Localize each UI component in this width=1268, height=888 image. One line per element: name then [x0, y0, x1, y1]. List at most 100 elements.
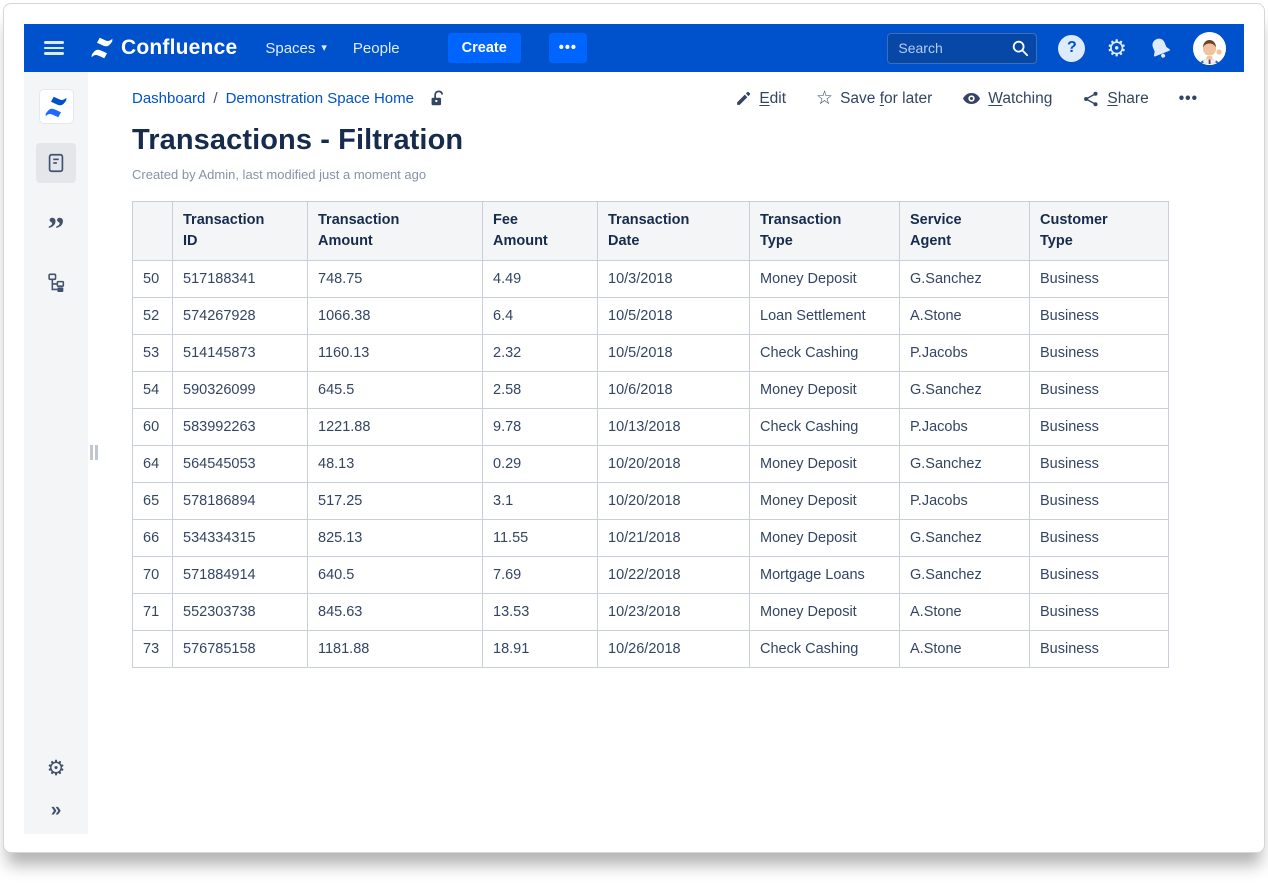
- table-cell: 640.5: [308, 557, 483, 594]
- table-cell: 3.1: [483, 483, 598, 520]
- table-cell: Mortgage Loans: [750, 557, 900, 594]
- table-cell: 10/13/2018: [598, 409, 750, 446]
- table-cell: 10/22/2018: [598, 557, 750, 594]
- table-cell: 10/3/2018: [598, 261, 750, 298]
- watching-button[interactable]: Watching: [962, 89, 1052, 108]
- table-cell: G.Sanchez: [900, 446, 1030, 483]
- table-cell: 10/6/2018: [598, 372, 750, 409]
- app-window: Confluence Spaces ▾ People Create •••: [3, 3, 1265, 853]
- table-cell: Business: [1030, 261, 1169, 298]
- table-cell: Business: [1030, 594, 1169, 631]
- space-settings-gear-icon[interactable]: ⚙: [47, 758, 66, 779]
- table-row: 605839922631221.889.7810/13/2018Check Ca…: [133, 409, 1169, 446]
- breadcrumb-dashboard[interactable]: Dashboard: [132, 90, 205, 107]
- unrestricted-lock-icon[interactable]: [428, 89, 447, 108]
- page-more-button[interactable]: •••: [1179, 90, 1198, 108]
- column-header: Fee Amount: [483, 202, 598, 261]
- menu-icon[interactable]: [44, 41, 64, 55]
- table-cell: 748.75: [308, 261, 483, 298]
- sidebar-expand-icon[interactable]: »: [51, 801, 62, 820]
- brand-name: Confluence: [121, 36, 237, 60]
- create-more-button[interactable]: •••: [549, 33, 587, 63]
- column-header: [133, 202, 173, 261]
- table-cell: 73: [133, 631, 173, 668]
- sidebar: ” ⚙ »: [24, 72, 88, 834]
- table-cell: 71: [133, 594, 173, 631]
- table-cell: 10/5/2018: [598, 335, 750, 372]
- save-for-later-button[interactable]: ☆ Save for later: [816, 89, 932, 108]
- breadcrumb-space-home[interactable]: Demonstration Space Home: [226, 90, 414, 107]
- table-cell: Business: [1030, 335, 1169, 372]
- table-cell: 10/21/2018: [598, 520, 750, 557]
- page-actions: Edit ☆ Save for later W: [735, 89, 1198, 108]
- table-cell: 64: [133, 446, 173, 483]
- top-navbar: Confluence Spaces ▾ People Create •••: [24, 24, 1244, 72]
- table-row: 66534334315825.1311.5510/21/2018Money De…: [133, 520, 1169, 557]
- table-cell: 53: [133, 335, 173, 372]
- sidebar-resize-handle[interactable]: [90, 445, 98, 460]
- edit-button[interactable]: Edit: [735, 90, 786, 108]
- table-cell: 1221.88: [308, 409, 483, 446]
- table-cell: G.Sanchez: [900, 372, 1030, 409]
- table-cell: Money Deposit: [750, 594, 900, 631]
- nav-people[interactable]: People: [353, 40, 400, 57]
- table-cell: Check Cashing: [750, 409, 900, 446]
- sidebar-item-pages[interactable]: [36, 143, 76, 183]
- pencil-icon: [735, 90, 752, 107]
- table-cell: 11.55: [483, 520, 598, 557]
- table-cell: 54: [133, 372, 173, 409]
- space-logo[interactable]: [40, 90, 73, 123]
- table-cell: 1066.38: [308, 298, 483, 335]
- sidebar-item-blog[interactable]: ”: [36, 203, 76, 243]
- table-cell: 48.13: [308, 446, 483, 483]
- share-button[interactable]: Share: [1082, 90, 1148, 108]
- table-cell: 9.78: [483, 409, 598, 446]
- chevron-down-icon: ▾: [321, 43, 327, 54]
- table-cell: 10/20/2018: [598, 446, 750, 483]
- star-icon: ☆: [816, 89, 833, 108]
- table-cell: 578186894: [173, 483, 308, 520]
- user-avatar[interactable]: [1193, 32, 1226, 65]
- table-cell: P.Jacobs: [900, 483, 1030, 520]
- table-cell: Money Deposit: [750, 261, 900, 298]
- table-cell: 574267928: [173, 298, 308, 335]
- search-icon[interactable]: [1011, 39, 1029, 57]
- column-header: Customer Type: [1030, 202, 1169, 261]
- avatar-image: [1193, 32, 1226, 65]
- table-cell: 6.4: [483, 298, 598, 335]
- table-cell: Business: [1030, 557, 1169, 594]
- page-document-icon: [45, 152, 67, 174]
- breadcrumb-separator: /: [213, 90, 217, 107]
- confluence-home-link[interactable]: Confluence: [90, 36, 237, 60]
- settings-gear-icon[interactable]: ⚙: [1106, 37, 1127, 60]
- table-cell: P.Jacobs: [900, 335, 1030, 372]
- table-cell: Check Cashing: [750, 631, 900, 668]
- transactions-table: Transaction IDTransaction AmountFee Amou…: [132, 201, 1169, 668]
- confluence-logo-icon: [90, 36, 114, 60]
- table-cell: 645.5: [308, 372, 483, 409]
- share-icon: [1082, 90, 1100, 108]
- table-row: 735767851581181.8818.9110/26/2018Check C…: [133, 631, 1169, 668]
- table-cell: 2.58: [483, 372, 598, 409]
- table-row: 50517188341748.754.4910/3/2018Money Depo…: [133, 261, 1169, 298]
- table-row: 535141458731160.132.3210/5/2018Check Cas…: [133, 335, 1169, 372]
- table-cell: 13.53: [483, 594, 598, 631]
- table-cell: G.Sanchez: [900, 520, 1030, 557]
- page-title: Transactions - Filtration: [132, 124, 1198, 157]
- table-cell: 564545053: [173, 446, 308, 483]
- table-row: 65578186894517.253.110/20/2018Money Depo…: [133, 483, 1169, 520]
- table-cell: 825.13: [308, 520, 483, 557]
- create-button[interactable]: Create: [448, 33, 521, 63]
- table-cell: 517.25: [308, 483, 483, 520]
- table-cell: Money Deposit: [750, 483, 900, 520]
- table-cell: 65: [133, 483, 173, 520]
- notifications-bell-icon[interactable]: [1144, 32, 1175, 63]
- table-cell: Business: [1030, 409, 1169, 446]
- table-cell: A.Stone: [900, 631, 1030, 668]
- nav-spaces[interactable]: Spaces ▾: [265, 40, 327, 57]
- table-cell: G.Sanchez: [900, 261, 1030, 298]
- help-icon[interactable]: ?: [1058, 35, 1085, 62]
- sidebar-item-page-tree[interactable]: [36, 263, 76, 303]
- table-row: 6456454505348.130.2910/20/2018Money Depo…: [133, 446, 1169, 483]
- table-cell: A.Stone: [900, 298, 1030, 335]
